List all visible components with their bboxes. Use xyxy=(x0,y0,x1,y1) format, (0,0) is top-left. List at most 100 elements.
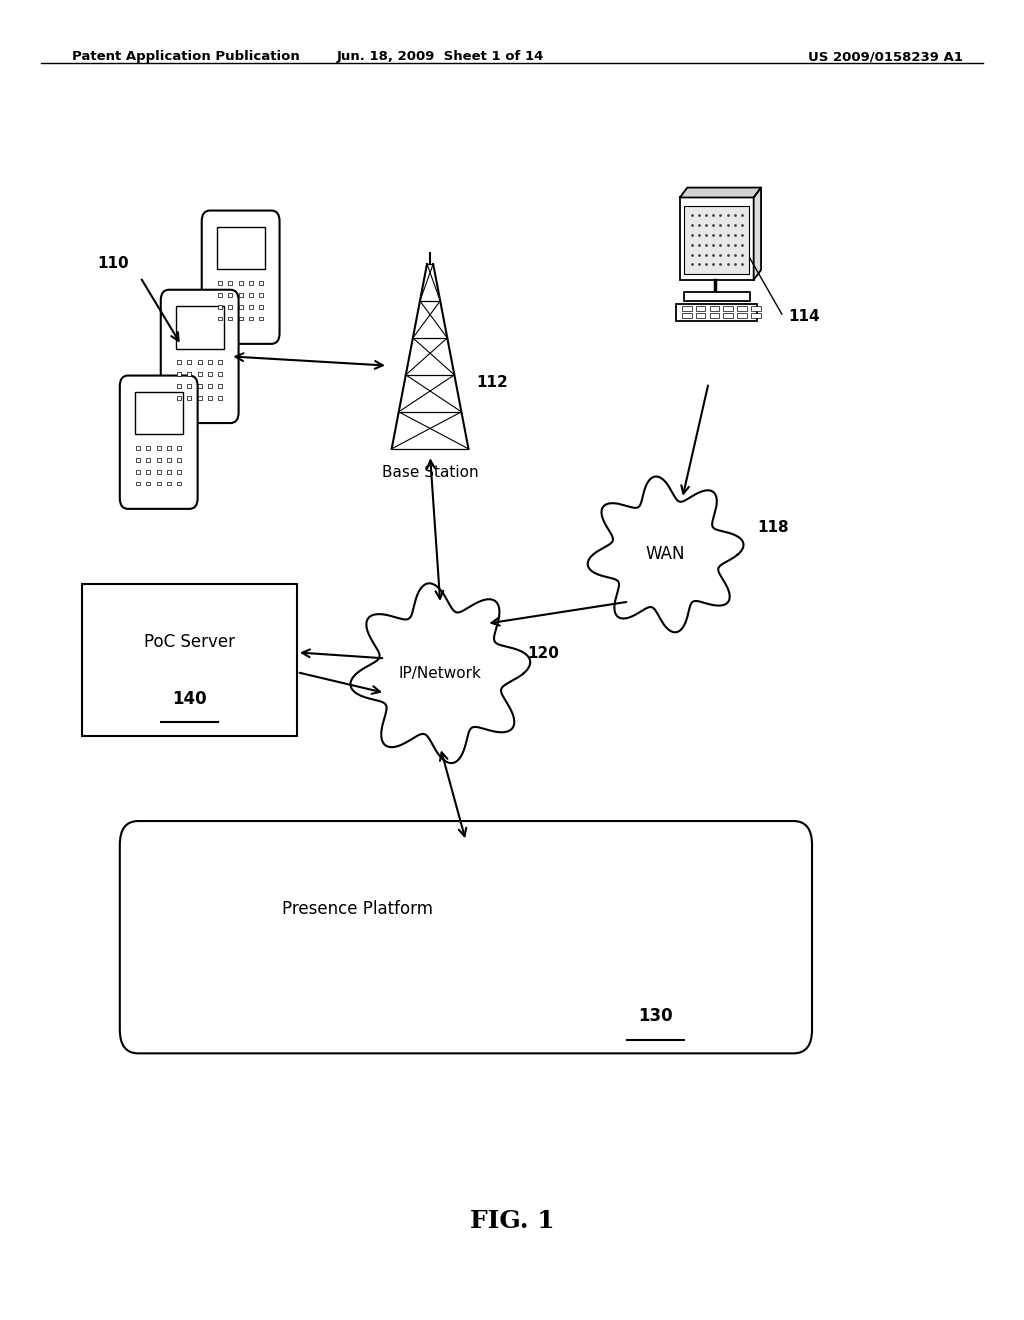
Bar xyxy=(218,360,222,364)
Bar xyxy=(228,281,232,285)
Polygon shape xyxy=(680,187,761,198)
Bar xyxy=(177,458,181,462)
Bar xyxy=(259,317,263,321)
Bar xyxy=(136,470,140,474)
Text: Jun. 18, 2009  Sheet 1 of 14: Jun. 18, 2009 Sheet 1 of 14 xyxy=(337,50,544,63)
Text: 120: 120 xyxy=(527,645,559,661)
Bar xyxy=(710,306,719,312)
Bar xyxy=(198,360,202,364)
Bar xyxy=(218,281,222,285)
Bar xyxy=(710,313,719,318)
Bar xyxy=(695,306,706,312)
Bar xyxy=(684,206,750,275)
Bar xyxy=(187,384,191,388)
Text: US 2009/0158239 A1: US 2009/0158239 A1 xyxy=(808,50,963,63)
Bar xyxy=(737,306,746,312)
Bar xyxy=(146,458,151,462)
Bar xyxy=(723,306,733,312)
Bar xyxy=(682,313,691,318)
Bar xyxy=(218,396,222,400)
Bar xyxy=(208,360,212,364)
FancyBboxPatch shape xyxy=(120,375,198,508)
Bar xyxy=(157,482,161,486)
Text: 140: 140 xyxy=(172,689,207,708)
Bar xyxy=(177,396,181,400)
Bar xyxy=(682,306,691,312)
Bar xyxy=(176,306,223,348)
Polygon shape xyxy=(588,477,743,632)
Bar xyxy=(228,317,232,321)
Bar xyxy=(249,317,253,321)
Text: Base Station: Base Station xyxy=(382,465,478,479)
Bar xyxy=(167,446,171,450)
Bar xyxy=(167,470,171,474)
Bar xyxy=(167,458,171,462)
Bar xyxy=(177,372,181,376)
Bar xyxy=(208,372,212,376)
Bar xyxy=(259,293,263,297)
Text: 118: 118 xyxy=(758,520,790,536)
Bar xyxy=(723,313,733,318)
Bar xyxy=(249,281,253,285)
Bar xyxy=(136,482,140,486)
Bar xyxy=(239,305,243,309)
Bar xyxy=(198,396,202,400)
Text: PoC Server: PoC Server xyxy=(144,632,234,651)
Text: WAN: WAN xyxy=(646,545,685,564)
Bar xyxy=(136,458,140,462)
Bar xyxy=(157,446,161,450)
Bar xyxy=(695,313,706,318)
Bar xyxy=(136,446,140,450)
Polygon shape xyxy=(754,187,761,280)
Bar xyxy=(146,482,151,486)
Bar xyxy=(187,396,191,400)
Bar xyxy=(146,470,151,474)
Bar xyxy=(187,372,191,376)
FancyBboxPatch shape xyxy=(161,290,239,422)
Bar xyxy=(146,446,151,450)
Bar xyxy=(177,470,181,474)
Text: 114: 114 xyxy=(788,309,820,325)
Bar xyxy=(737,313,746,318)
FancyBboxPatch shape xyxy=(120,821,812,1053)
Text: 110: 110 xyxy=(97,256,129,272)
Bar xyxy=(239,317,243,321)
Bar xyxy=(218,384,222,388)
Polygon shape xyxy=(350,583,530,763)
Text: 112: 112 xyxy=(476,375,508,391)
Bar xyxy=(177,384,181,388)
Bar xyxy=(249,293,253,297)
Text: Patent Application Publication: Patent Application Publication xyxy=(72,50,299,63)
Bar xyxy=(249,305,253,309)
Bar xyxy=(177,482,181,486)
Bar xyxy=(82,583,297,737)
Bar xyxy=(157,470,161,474)
Bar xyxy=(259,305,263,309)
Bar xyxy=(239,281,243,285)
Bar xyxy=(217,227,264,269)
Bar xyxy=(218,372,222,376)
Bar xyxy=(167,482,171,486)
Bar xyxy=(177,446,181,450)
Bar xyxy=(208,396,212,400)
Bar xyxy=(218,293,222,297)
Bar xyxy=(218,305,222,309)
Text: Presence Platform: Presence Platform xyxy=(283,900,433,919)
Bar xyxy=(218,317,222,321)
Text: 130: 130 xyxy=(638,1007,673,1026)
Bar xyxy=(198,384,202,388)
Bar xyxy=(177,360,181,364)
Bar xyxy=(135,392,182,434)
Bar xyxy=(239,293,243,297)
Bar xyxy=(208,384,212,388)
Bar xyxy=(228,293,232,297)
Bar xyxy=(680,198,754,280)
Bar xyxy=(259,281,263,285)
Text: IP/Network: IP/Network xyxy=(399,665,481,681)
Bar xyxy=(751,313,761,318)
Bar xyxy=(187,360,191,364)
Bar xyxy=(198,372,202,376)
FancyBboxPatch shape xyxy=(202,210,280,343)
Bar xyxy=(676,304,758,321)
Text: FIG. 1: FIG. 1 xyxy=(470,1209,554,1233)
